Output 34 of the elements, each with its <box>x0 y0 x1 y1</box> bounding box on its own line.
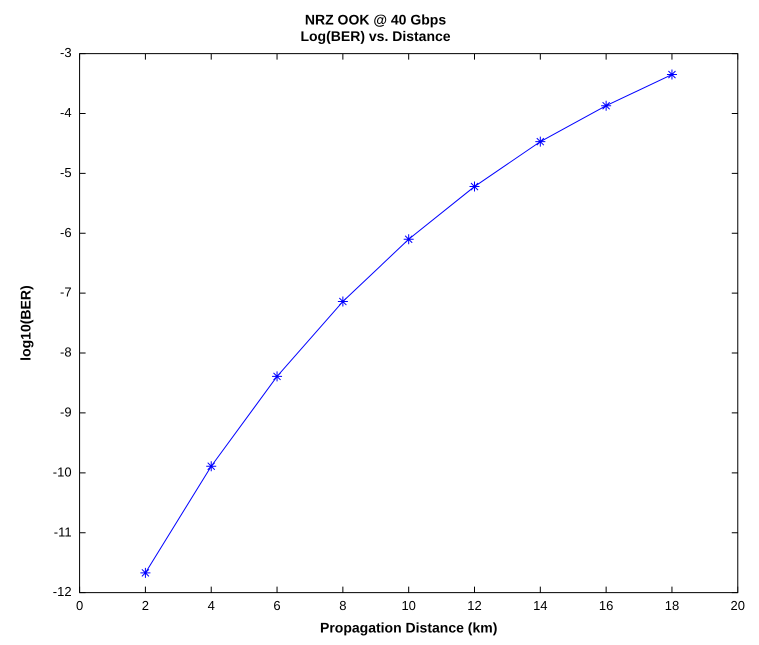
x-tick-label: 12 <box>467 598 482 613</box>
point <box>206 460 217 472</box>
x-tick-label: 18 <box>664 598 680 613</box>
y-tick-label: -3 <box>60 45 72 60</box>
point <box>272 370 283 382</box>
point <box>403 234 414 245</box>
point <box>469 181 480 192</box>
point <box>600 100 612 112</box>
x-tick-label: 10 <box>401 598 416 613</box>
x-tick-label: 4 <box>208 598 215 613</box>
chart-title: NRZ OOK @ 40 Gbps <box>304 11 446 28</box>
point <box>666 69 678 80</box>
y-tick-label: -9 <box>60 404 72 420</box>
y-tick-label: -4 <box>60 105 72 120</box>
y-tick-label: -6 <box>60 224 72 240</box>
x-tick-label: 2 <box>142 598 150 613</box>
point <box>337 296 348 308</box>
x-tick-label: 20 <box>730 598 746 613</box>
x-axis-title: Propagation Distance (km) <box>320 619 498 636</box>
x-tick-label: 6 <box>273 598 281 613</box>
y-tick-label: -8 <box>60 344 72 360</box>
point <box>534 136 546 148</box>
y-tick-label: -5 <box>60 164 72 180</box>
y-tick-label: -7 <box>60 284 72 300</box>
x-tick-label: 0 <box>76 598 84 613</box>
chart-subtitle: Log(BER) vs. Distance <box>300 28 451 44</box>
y-tick-label: -12 <box>52 584 72 600</box>
y-tick-label: -11 <box>54 524 72 540</box>
x-tick-label: 16 <box>598 598 614 613</box>
point <box>140 567 151 578</box>
y-axis-title: log10(BER) <box>17 285 34 361</box>
y-tick-label: -10 <box>52 464 72 480</box>
x-tick-label: 8 <box>339 598 346 613</box>
x-tick-label: 14 <box>533 598 548 613</box>
